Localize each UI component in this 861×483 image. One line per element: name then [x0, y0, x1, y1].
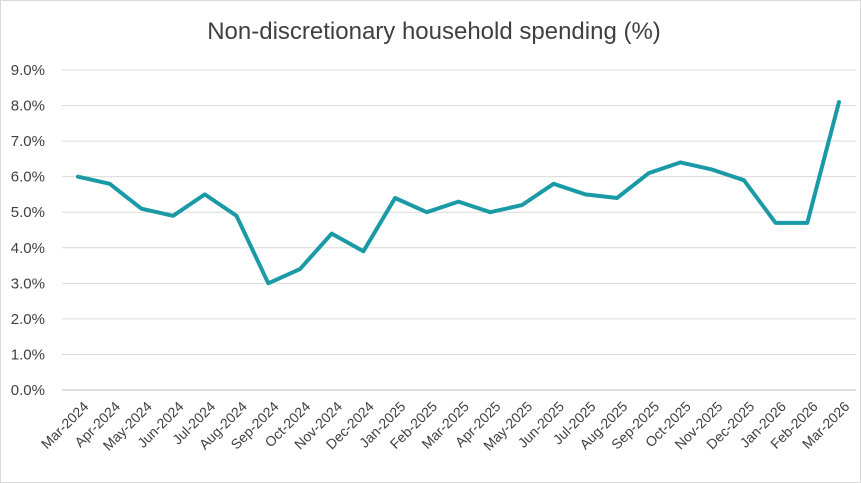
y-tick-label: 8.0%: [11, 98, 45, 115]
y-axis-ticks: 0.0% 1.0% 2.0% 3.0% 4.0% 5.0% 6.0% 7.0% 8.0% 9.0%: [11, 62, 45, 399]
y-tick-label: 2.0%: [11, 311, 45, 328]
y-tick-label: 9.0%: [11, 62, 45, 79]
y-tick-label: 6.0%: [11, 169, 45, 186]
y-tick-label: 7.0%: [11, 133, 45, 150]
y-tick-label: 0.0%: [11, 382, 45, 399]
series-layer: [76, 100, 841, 286]
gridlines: [62, 69, 856, 355]
y-tick-label: 3.0%: [11, 275, 45, 292]
x-axis-ticks: Mar-2024Apr-2024May-2024Jun-2024Jul-2024…: [38, 398, 853, 453]
series-line-0: [76, 100, 841, 286]
y-tick-label: 1.0%: [11, 346, 45, 363]
chart-title: Non-discretionary household spending (%): [207, 18, 661, 45]
y-tick-label: 5.0%: [11, 204, 45, 221]
y-tick-label: 4.0%: [11, 240, 45, 257]
